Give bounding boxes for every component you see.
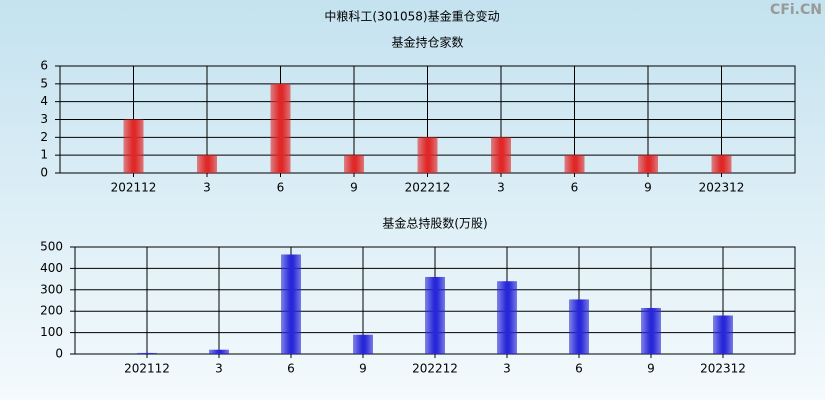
bar bbox=[497, 281, 517, 354]
x-tick-label: 6 bbox=[277, 181, 285, 195]
x-tick-label: 6 bbox=[287, 362, 295, 376]
bar bbox=[638, 155, 658, 173]
y-tick-label: 0 bbox=[40, 166, 48, 180]
x-tick-label: 3 bbox=[497, 181, 505, 195]
x-tick-label: 202312 bbox=[699, 181, 745, 195]
y-tick-label: 200 bbox=[40, 304, 63, 318]
y-tick-label: 400 bbox=[40, 261, 63, 275]
bar bbox=[569, 299, 589, 354]
bar bbox=[123, 119, 144, 173]
y-tick-label: 5 bbox=[40, 76, 48, 90]
bar bbox=[564, 155, 585, 173]
y-tick-label: 2 bbox=[40, 130, 48, 144]
chart-title: 基金持仓家数 bbox=[391, 35, 463, 50]
x-tick-label: 202112 bbox=[124, 362, 170, 376]
bar bbox=[353, 334, 373, 354]
x-tick-label: 9 bbox=[644, 181, 652, 195]
x-tick-label: 202212 bbox=[405, 181, 451, 195]
chart-title: 基金总持股数(万股) bbox=[382, 216, 487, 231]
x-tick-label: 202312 bbox=[700, 362, 746, 376]
y-tick-label: 100 bbox=[40, 325, 63, 339]
x-tick-label: 6 bbox=[571, 181, 579, 195]
bar bbox=[641, 307, 661, 354]
bar bbox=[344, 155, 364, 173]
y-tick-label: 1 bbox=[40, 148, 48, 162]
y-tick-label: 3 bbox=[40, 112, 48, 126]
y-tick-label: 500 bbox=[40, 240, 63, 254]
bar bbox=[137, 352, 157, 354]
bar bbox=[281, 254, 301, 354]
page-title: 中粮科工(301058)基金重仓变动 bbox=[324, 9, 499, 24]
bar bbox=[270, 83, 291, 173]
x-tick-label: 9 bbox=[350, 181, 358, 195]
bar bbox=[491, 137, 511, 173]
watermark: CFi.CN bbox=[770, 2, 822, 18]
x-tick-label: 3 bbox=[203, 181, 211, 195]
y-tick-label: 4 bbox=[40, 94, 48, 108]
bar bbox=[417, 137, 438, 173]
y-tick-label: 0 bbox=[55, 347, 63, 361]
x-tick-label: 6 bbox=[575, 362, 583, 376]
y-tick-label: 6 bbox=[40, 59, 48, 73]
x-tick-label: 9 bbox=[647, 362, 655, 376]
x-tick-label: 202212 bbox=[412, 362, 458, 376]
bar bbox=[713, 315, 733, 354]
bar bbox=[425, 276, 445, 354]
x-tick-label: 202112 bbox=[111, 181, 157, 195]
bar bbox=[197, 155, 217, 173]
x-tick-label: 9 bbox=[359, 362, 367, 376]
x-tick-label: 3 bbox=[215, 362, 223, 376]
bar bbox=[711, 155, 732, 173]
y-tick-label: 300 bbox=[40, 282, 63, 296]
bar bbox=[209, 349, 229, 354]
x-tick-label: 3 bbox=[503, 362, 511, 376]
